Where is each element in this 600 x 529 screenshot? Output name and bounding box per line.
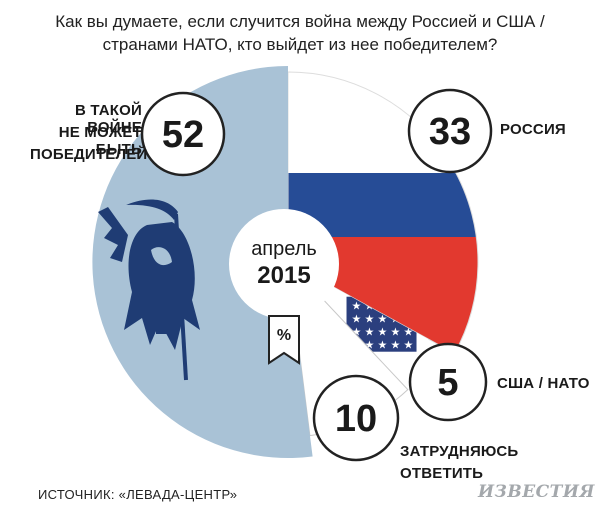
svg-text:★: ★ — [352, 300, 362, 313]
izvestia-logo: ИЗВЕСТИЯ — [478, 482, 595, 502]
label-no-winner-3: ПОБЕДИТЕЛЕЙ — [30, 146, 148, 163]
value-usa-nato-circle — [408, 342, 488, 422]
value-russia-circle — [407, 88, 493, 174]
value-usa-nato: 5 — [437, 362, 458, 404]
svg-text:★: ★ — [365, 326, 375, 339]
center-year: 2015 — [257, 262, 310, 289]
value-no-winner-circle — [140, 91, 226, 177]
label-no-winner-1: В ТАКОЙ ВОЙНЕ — [74, 102, 142, 136]
svg-text:★: ★ — [378, 313, 388, 326]
label-usa-nato: США / НАТО — [497, 375, 590, 392]
value-hard-to-say-circle — [312, 374, 400, 462]
survey-question: Как вы думаете, если случится война межд… — [55, 12, 545, 54]
value-hard-to-say: 10 — [335, 398, 377, 440]
value-russia: 33 — [429, 111, 471, 153]
label-hard-to-say-1: ЗАТРУДНЯЮСЬ — [400, 443, 519, 460]
value-no-winner: 52 — [162, 114, 204, 156]
percent-unit: % — [277, 327, 291, 344]
label-russia: РОССИЯ — [500, 121, 566, 138]
svg-text:★: ★ — [404, 339, 414, 352]
grim-reaper-icon — [98, 199, 200, 381]
slice-no-winner — [92, 66, 313, 458]
svg-text:★: ★ — [378, 326, 388, 339]
svg-text:★: ★ — [404, 326, 414, 339]
svg-text:★: ★ — [391, 326, 401, 339]
svg-text:★: ★ — [352, 326, 362, 339]
center-month: апрель — [251, 238, 317, 260]
source-note: ИСТОЧНИК: «ЛЕВАДА-ЦЕНТР» — [38, 487, 238, 502]
center-circle — [229, 209, 339, 319]
svg-text:★: ★ — [352, 313, 362, 326]
svg-text:★: ★ — [365, 339, 375, 352]
label-hard-to-say-2: ОТВЕТИТЬ — [400, 465, 484, 482]
percent-badge — [268, 315, 300, 365]
svg-text:★: ★ — [365, 313, 375, 326]
svg-text:★: ★ — [378, 339, 388, 352]
label-no-winner-2: НЕ МОЖЕТ БЫТЬ — [58, 124, 142, 158]
svg-text:★: ★ — [391, 339, 401, 352]
